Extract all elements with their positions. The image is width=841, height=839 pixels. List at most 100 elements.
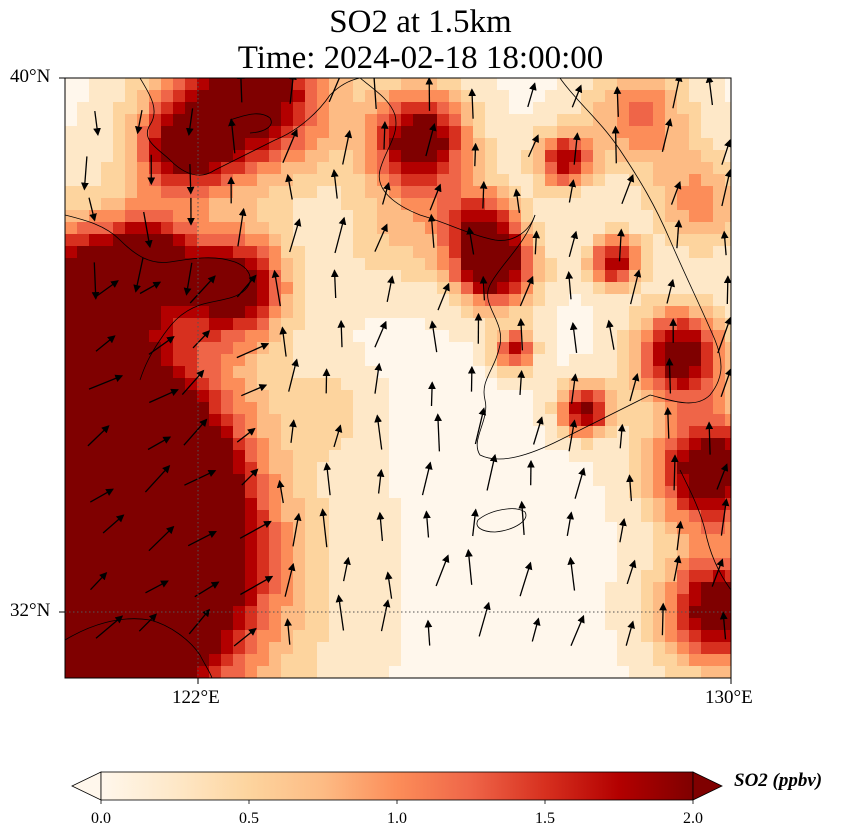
so2-cell: [245, 174, 258, 187]
so2-cell: [449, 606, 462, 619]
so2-cell: [473, 210, 486, 223]
so2-cell: [545, 222, 558, 235]
so2-cell: [449, 126, 462, 139]
so2-cell: [473, 486, 486, 499]
so2-cell: [149, 162, 162, 175]
so2-cell: [389, 174, 402, 187]
so2-cell: [341, 642, 354, 655]
so2-cell: [149, 114, 162, 127]
wind-arrow: [570, 614, 585, 646]
so2-cell: [89, 510, 102, 523]
so2-cell: [125, 78, 138, 91]
so2-cell: [665, 426, 678, 439]
so2-cell: [365, 594, 378, 607]
so2-cell: [521, 462, 534, 475]
so2-cell: [149, 138, 162, 151]
so2-cell: [629, 486, 642, 499]
so2-cell: [593, 642, 606, 655]
so2-cell: [653, 114, 666, 127]
so2-cell: [137, 174, 150, 187]
so2-cell: [449, 90, 462, 103]
so2-cell: [89, 438, 102, 451]
so2-cell: [605, 90, 618, 103]
wind-arrow: [721, 139, 731, 165]
so2-cell: [233, 198, 246, 211]
so2-cell: [317, 402, 330, 415]
so2-cell: [605, 378, 618, 391]
so2-cell: [329, 450, 342, 463]
so2-cell: [617, 258, 630, 271]
so2-cell: [89, 462, 102, 475]
so2-cell: [65, 534, 78, 547]
so2-cell: [533, 102, 546, 115]
so2-cell: [725, 450, 731, 463]
wind-arrow: [572, 132, 581, 165]
so2-cell: [149, 126, 162, 139]
colorbar: [71, 771, 723, 804]
so2-cell: [449, 294, 462, 307]
wind-arrow: [149, 388, 179, 404]
so2-cell: [233, 222, 246, 235]
title-line-2: Time: 2024-02-18 18:00:00: [237, 40, 604, 76]
so2-cell: [365, 582, 378, 595]
so2-cell: [257, 558, 270, 571]
so2-cell: [281, 522, 294, 535]
so2-cell: [593, 234, 606, 247]
so2-cell: [221, 390, 234, 403]
so2-cell: [197, 558, 210, 571]
so2-cell: [269, 630, 282, 643]
so2-cell: [269, 258, 282, 271]
so2-cell: [305, 522, 318, 535]
wind-arrow: [434, 413, 442, 452]
so2-cell: [581, 486, 594, 499]
so2-cell: [653, 474, 666, 487]
so2-cell: [173, 354, 186, 367]
lat-tick-32n: 32°N: [10, 600, 51, 621]
so2-cell: [605, 462, 618, 475]
so2-cell: [257, 594, 270, 607]
so2-cell: [665, 654, 678, 667]
wind-arrow: [427, 213, 436, 248]
so2-cell: [581, 114, 594, 127]
so2-cell: [341, 666, 354, 678]
so2-cell: [545, 306, 558, 319]
so2-cell: [449, 258, 462, 271]
so2-cell: [233, 486, 246, 499]
so2-cell: [185, 558, 198, 571]
so2-cell: [77, 486, 90, 499]
so2-cell: [665, 522, 678, 535]
so2-cell: [485, 438, 498, 451]
so2-cell: [425, 354, 438, 367]
so2-cell: [209, 306, 222, 319]
so2-cell: [185, 354, 198, 367]
so2-cell: [653, 162, 666, 175]
so2-cell: [677, 642, 690, 655]
so2-cell: [185, 306, 198, 319]
so2-cell: [281, 642, 294, 655]
so2-cell: [485, 666, 498, 678]
so2-cell: [533, 666, 546, 678]
so2-cell: [689, 222, 702, 235]
wind-arrow: [330, 169, 339, 199]
wind-arrow: [148, 525, 175, 552]
so2-cell: [185, 294, 198, 307]
so2-cell: [473, 90, 486, 103]
so2-cell: [317, 378, 330, 391]
coastlines: [65, 78, 731, 678]
so2-cell: [77, 666, 90, 678]
so2-cell: [689, 450, 702, 463]
so2-cell: [305, 186, 318, 199]
so2-cell: [401, 198, 414, 211]
so2-cell: [101, 474, 114, 487]
so2-cell: [257, 138, 270, 151]
so2-cell: [437, 102, 450, 115]
so2-cell: [473, 318, 486, 331]
so2-cell: [461, 522, 474, 535]
so2-cell: [593, 246, 606, 259]
so2-cell: [137, 282, 150, 295]
so2-cell: [269, 90, 282, 103]
so2-cell: [269, 210, 282, 223]
so2-cell: [557, 402, 570, 415]
so2-cell: [137, 654, 150, 667]
so2-cell: [497, 294, 510, 307]
